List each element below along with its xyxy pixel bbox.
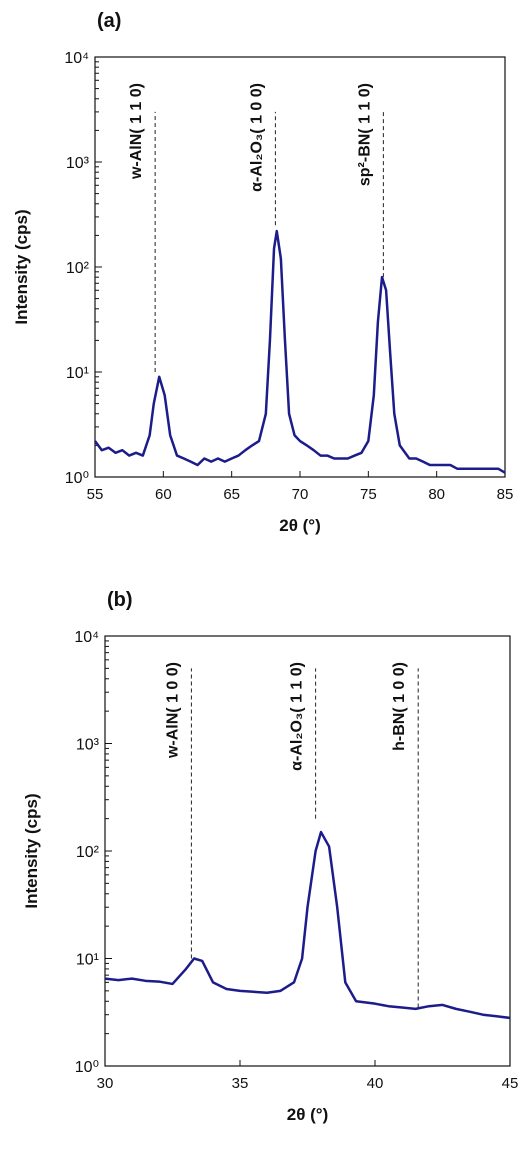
y-tick-label: 10¹ [76,952,99,969]
y-tick-label: 10⁴ [74,629,99,646]
x-tick-label: 75 [360,486,377,503]
annotation-label: α-Al₂O₃( 1 0 0) [248,83,265,192]
x-tick-label: 85 [497,486,514,503]
y-tick-label: 10⁰ [75,1059,99,1076]
x-tick-label: 40 [367,1075,384,1092]
plot-frame [94,56,506,478]
plot-frame [104,635,511,1067]
x-tick-label: 65 [223,486,240,503]
x-axis-label: 2θ (°) [279,516,321,535]
x-tick-label: 70 [292,486,309,503]
x-axis-label: 2θ (°) [287,1105,329,1124]
panel-label: (a) [97,10,121,32]
data-line [93,229,506,474]
x-tick-label: 45 [502,1075,519,1092]
y-axis-label: Intensity (cps) [22,793,41,908]
annotation-label: h-BN( 1 0 0) [391,662,408,751]
annotation-label: α-Al₂O₃( 1 1 0) [289,662,306,771]
x-tick-label: 60 [155,486,172,503]
x-tick-label: 55 [87,486,104,503]
y-tick-label: 10³ [66,155,90,172]
y-tick-label: 10⁴ [64,50,89,67]
y-tick-label: 10³ [76,737,100,754]
data-line [104,830,511,1020]
x-tick-label: 30 [97,1075,114,1092]
x-tick-label: 80 [428,486,445,503]
annotation-label: sp²-BN( 1 1 0) [356,83,373,186]
annotation-label: w-AlN( 1 0 0) [164,662,181,759]
x-tick-label: 35 [232,1075,249,1092]
y-axis-label: Intensity (cps) [12,209,31,324]
y-tick-label: 10¹ [66,365,89,382]
y-tick-label: 10² [66,260,90,277]
y-tick-label: 10⁰ [65,470,89,487]
panel-label: (b) [107,589,133,611]
annotation-label: w-AlN( 1 1 0) [128,83,145,180]
y-tick-label: 10² [76,844,100,861]
